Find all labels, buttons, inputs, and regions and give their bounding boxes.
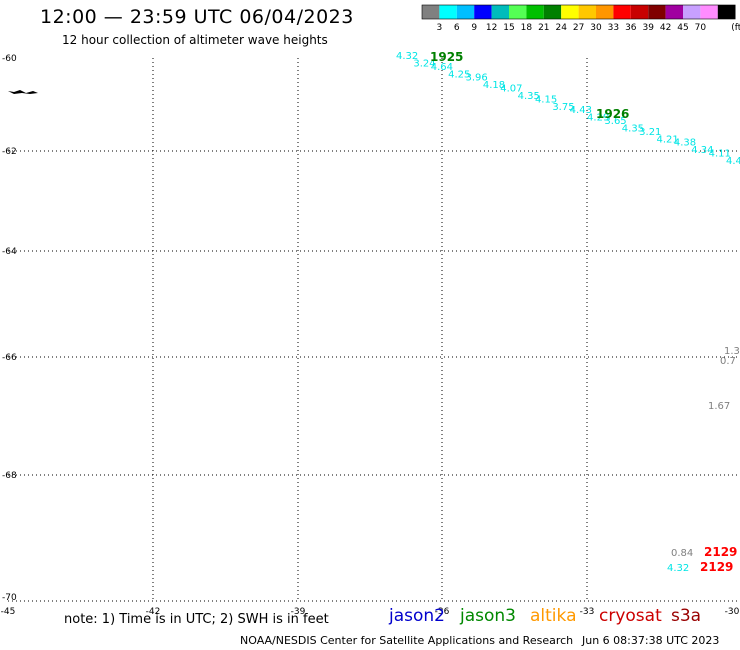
swh-value: 4.21 (657, 134, 679, 145)
legend-swatch (630, 5, 649, 19)
lon-tick-label: -39 (291, 607, 306, 617)
legend-tick-label: 27 (573, 23, 584, 33)
legend-tick-label: 33 (608, 23, 619, 33)
swh-value: 4.32 (667, 563, 689, 574)
lat-tick-label: -68 (2, 471, 17, 481)
pass-time-label: 2129 (700, 560, 733, 574)
swh-value: 3.24 (413, 58, 435, 69)
pass-time-label: 2129 (704, 545, 737, 559)
legend-swatch (543, 5, 562, 19)
swh-value: 4.35 (518, 91, 540, 102)
swh-value: 3.21 (639, 127, 661, 138)
swh-value: 3.75 (552, 102, 574, 113)
lon-tick-label: -36 (435, 607, 450, 617)
credit-timestamp: Jun 6 08:37:38 UTC 2023 (582, 634, 720, 647)
sat-s3a-label: s3a (671, 606, 702, 626)
sat-jason2-label: jason2 (389, 606, 445, 626)
legend-frame (421, 4, 736, 20)
lon-tick-label: -30 (725, 607, 740, 617)
legend-swatch (474, 5, 492, 19)
lon-tick-label: -42 (146, 607, 161, 617)
legend-tick-label: 3 (437, 23, 443, 33)
credit-text: NOAA/NESDIS Center for Satellite Applica… (240, 634, 574, 647)
legend-tick-label: 24 (555, 23, 567, 33)
legend-swatch (700, 5, 718, 19)
swh-value: 4.38 (674, 138, 696, 149)
legend-swatch (578, 5, 596, 19)
legend-swatch (596, 5, 614, 19)
swh-value: 4.32 (396, 51, 418, 62)
island-shape (8, 90, 38, 94)
legend-tick-label: 30 (590, 23, 602, 33)
legend-tick-label: 18 (521, 23, 533, 33)
legend-swatch (561, 5, 579, 19)
sat-cryosat-label: cryosat (599, 606, 662, 626)
legend-tick-label: 21 (538, 23, 549, 33)
legend-swatch (613, 5, 631, 19)
swh-value: 4.25 (448, 69, 470, 80)
legend-swatch (439, 5, 457, 19)
legend-tick-label: 12 (486, 23, 497, 33)
legend-tick-label: 6 (454, 23, 460, 33)
legend-swatch (717, 5, 736, 19)
swh-value: 3.96 (465, 73, 487, 84)
lon-tick-label: -33 (580, 607, 595, 617)
swh-value: 4.11 (709, 149, 731, 160)
page-subtitle: 12 hour collection of altimeter wave hei… (62, 33, 328, 47)
map-axes: -60 -62 -64 -66 -68 -70 -45 -42 -39 -36 -33 -30 (1, 54, 740, 617)
legend-tick-label: 70 (695, 23, 707, 33)
swh-value: 4.18 (483, 80, 505, 91)
swh-value: 4.15 (535, 94, 557, 105)
footer-note: note: 1) Time is in UTC; 2) SWH is in fe… (64, 612, 329, 627)
swh-value: 4.34 (691, 145, 713, 156)
swh-value: 4.07 (500, 84, 522, 95)
sat-altika-label: altika (530, 606, 577, 626)
lon-tick-label: -45 (1, 607, 16, 617)
legend-tick-label: 36 (625, 23, 637, 33)
lat-tick-label: -64 (2, 247, 17, 257)
swh-value: 4.64 (431, 62, 453, 73)
legend-tick-label: 15 (503, 23, 514, 33)
pass-time-label: 1926 (596, 107, 629, 121)
legend-swatch (665, 5, 683, 19)
legend-swatch (526, 5, 544, 19)
sat-jason3-label: jason3 (460, 606, 516, 626)
island-outline (8, 90, 38, 94)
legend-tick-label: 39 (642, 23, 654, 33)
swh-value: 3.65 (604, 116, 626, 127)
lat-tick-label: -70 (2, 593, 17, 603)
wave-height-observations: 4.323.244.644.253.964.184.074.354.153.75… (396, 50, 740, 574)
lat-tick-label: -66 (2, 353, 17, 363)
swh-value: 4.4 (726, 156, 740, 167)
legend-swatch (491, 5, 509, 19)
page-title: 12:00 — 23:59 UTC 06/04/2023 (40, 6, 354, 28)
legend-tick-label: 42 (660, 23, 671, 33)
legend-swatch (456, 5, 475, 19)
legend-swatch (422, 5, 440, 19)
swh-value: 1.67 (708, 401, 730, 412)
legend-swatch (648, 5, 666, 19)
swh-value: 0.84 (671, 548, 693, 559)
swh-value: 4.35 (622, 123, 644, 134)
swh-value: 4.29 (587, 113, 609, 124)
legend-tick-label: 9 (471, 23, 477, 33)
legend-swatch (683, 5, 701, 19)
pass-time-label: 1925 (430, 50, 463, 64)
swh-value: 1.3 (724, 346, 740, 357)
lat-tick-label: -60 (2, 54, 17, 64)
map-grid (8, 58, 740, 602)
lat-tick-label: -62 (2, 147, 17, 157)
swh-value: 4.43 (570, 105, 592, 116)
legend-unit: (ft) (731, 23, 740, 33)
legend-tick-label: 45 (677, 23, 688, 33)
swh-value: 0.7 (720, 356, 736, 367)
legend-swatch (509, 5, 527, 19)
